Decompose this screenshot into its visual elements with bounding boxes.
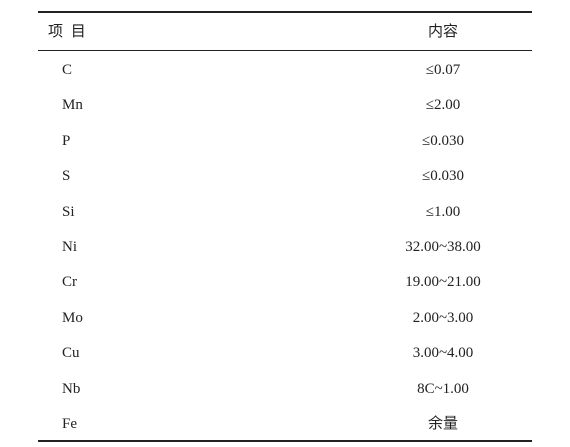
- element-cell: Fe: [62, 416, 77, 432]
- element-cell: Mo: [62, 309, 83, 326]
- content-cell: ≤1.00: [425, 203, 461, 220]
- content-cell: ≤0.07: [425, 62, 461, 78]
- element-cell: C: [62, 62, 73, 78]
- content-cell: 余量: [427, 416, 458, 432]
- element-cell: Mn: [62, 97, 83, 114]
- content-cell: 19.00~21.00: [405, 274, 481, 291]
- bottom-rule: [38, 440, 532, 442]
- content-cell: 32.00~38.00: [405, 239, 481, 255]
- content-cell: 3.00~4.00: [412, 345, 474, 362]
- header-cell: 内容: [427, 24, 458, 40]
- content-cell: ≤0.030: [422, 132, 464, 149]
- element-cell: Cu: [62, 345, 80, 362]
- content-cell: 2.00~3.00: [412, 309, 474, 326]
- content-cell: ≤2.00: [425, 97, 461, 114]
- element-cell: Si: [62, 203, 75, 220]
- element-cell: S: [62, 168, 71, 185]
- content-cell: ≤0.030: [422, 168, 464, 185]
- element-cell: Cr: [62, 274, 77, 291]
- top-rule: [38, 11, 532, 13]
- element-cell: Ni: [62, 239, 77, 255]
- header-rule: [38, 50, 532, 51]
- element-cell: Nb: [62, 380, 81, 397]
- header-cell: 项 目: [48, 24, 88, 40]
- element-cell: P: [62, 132, 71, 149]
- content-cell: 8C~1.00: [417, 380, 469, 397]
